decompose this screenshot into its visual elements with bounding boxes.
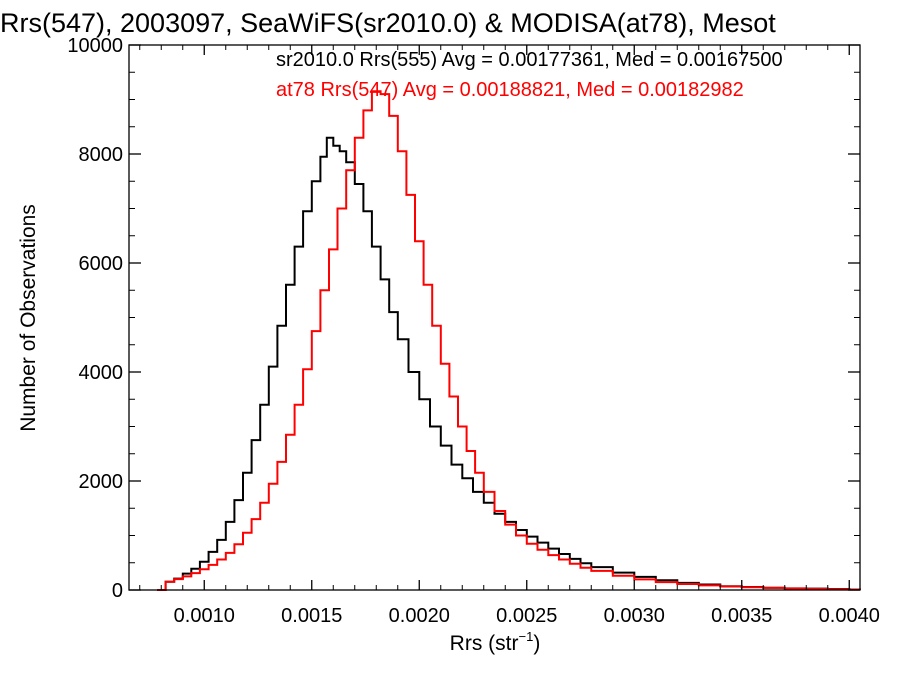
x-axis-label-superscript: −1 (519, 629, 534, 644)
y-tick-label: 0 (112, 580, 123, 602)
y-tick-label: 4000 (79, 362, 124, 384)
annotation-at78-stats: at78 Rrs(547) Avg = 0.00188821, Med = 0.… (276, 79, 744, 101)
x-tick-label: 0.0030 (604, 605, 665, 627)
x-tick-label: 0.0015 (281, 605, 342, 627)
x-tick-label: 0.0035 (711, 605, 772, 627)
y-axis: 0 2000 4000 6000 8000 10000 (67, 35, 860, 602)
y-tick-label: 10000 (67, 35, 123, 57)
y-axis-label: Number of Observations (17, 204, 40, 432)
x-axis-label-main: Rrs (str (450, 632, 519, 655)
series-layer (157, 90, 861, 591)
y-tick-label: 2000 (79, 471, 124, 493)
series-line-1 (157, 136, 861, 591)
y-tick-label: 6000 (79, 253, 124, 275)
series-line-2 (157, 90, 861, 591)
annotation-sr2010-stats: sr2010.0 Rrs(555) Avg = 0.00177361, Med … (276, 49, 783, 71)
x-tick-label: 0.0040 (819, 605, 880, 627)
x-axis-label-close: ) (533, 632, 540, 655)
x-tick-label: 0.0020 (389, 605, 450, 627)
x-tick-label: 0.0010 (174, 605, 235, 627)
chart-title: Rrs(547), 2003097, SeaWiFS(sr2010.0) & M… (0, 8, 776, 38)
x-tick-label: 0.0025 (496, 605, 557, 627)
x-axis: 0.0010 0.0015 0.0020 0.0025 0.0030 0.0035 0.00… (139, 45, 880, 627)
y-tick-label: 8000 (79, 144, 124, 166)
x-axis-label: Rrs (str−1) (450, 629, 541, 655)
